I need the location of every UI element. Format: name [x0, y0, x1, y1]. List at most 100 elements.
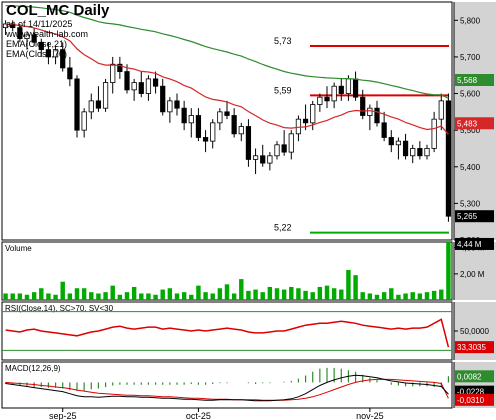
candle-body — [352, 78, 359, 98]
candle-body — [231, 115, 237, 135]
candle-body — [167, 100, 173, 113]
candle-body — [174, 100, 180, 109]
volume-bar — [96, 293, 101, 300]
rsi-line — [5, 318, 450, 348]
volume-bar — [146, 293, 151, 300]
volume-bar — [67, 293, 73, 300]
volume-tick-label: 2,00 M — [460, 270, 485, 279]
ema21-value-flag-bg — [455, 117, 494, 130]
volume-bar — [360, 292, 365, 300]
price-tick-label: 5,800 — [460, 16, 481, 25]
macd-line — [5, 374, 449, 402]
vol-axis-bg — [454, 242, 496, 300]
candle-body — [38, 41, 44, 51]
volume-bar — [253, 289, 258, 300]
macd-panel-frame — [1, 361, 453, 409]
candle-body — [102, 82, 109, 109]
volume-bar — [10, 293, 15, 300]
candle-body — [445, 100, 452, 217]
volume-bar — [224, 284, 230, 300]
candle-body — [238, 126, 244, 135]
volume-last-flag: 4,44 M — [457, 240, 482, 249]
volume-bar — [24, 294, 30, 300]
ema70-value-flag: 5,568 — [457, 76, 478, 85]
volume-bar — [46, 293, 51, 300]
volume-bar — [160, 289, 165, 300]
volume-bar — [81, 288, 87, 300]
candle-body — [60, 49, 66, 69]
candle-body — [252, 155, 259, 160]
candle-body — [217, 111, 223, 124]
volume-last-flag-bg — [455, 237, 494, 250]
source-watermark: www.wealth-lab.com — [6, 29, 89, 39]
level-label: 5,73 — [274, 36, 292, 46]
candle-body — [160, 85, 166, 113]
candle-body — [274, 144, 280, 157]
ema21-line — [5, 23, 449, 135]
candle-body — [210, 122, 216, 142]
candle-body — [431, 118, 437, 149]
volume-bar — [103, 292, 108, 300]
volume-bar — [281, 289, 287, 300]
candle-body — [117, 63, 123, 72]
macd-signal-flag-bg — [455, 393, 494, 406]
rsi-panel-frame — [1, 301, 453, 361]
ema70-label: EMA(Close,70) — [6, 49, 68, 59]
volume-bar — [167, 288, 173, 300]
candle-body — [267, 155, 273, 164]
volume-bar — [189, 294, 194, 300]
volume-bar — [246, 290, 251, 300]
candle-body — [145, 78, 152, 94]
volume-bar — [274, 288, 280, 300]
candle-body — [224, 111, 230, 116]
volume-bar — [410, 292, 415, 300]
macd-label: MACD(12,26,9) — [5, 364, 61, 373]
candle-body — [331, 85, 337, 102]
candle-body — [245, 126, 252, 160]
candle-body — [438, 100, 444, 120]
volume-bar — [31, 292, 37, 300]
volume-label: Volume — [5, 244, 32, 253]
volume-bar — [117, 294, 123, 300]
candle-body — [131, 82, 137, 91]
volume-bar — [431, 290, 437, 300]
volume-bar — [331, 288, 337, 300]
candle-body — [395, 140, 402, 146]
candle-body — [195, 115, 202, 138]
volume-bar — [181, 292, 187, 300]
x-tick-label: nov-25 — [356, 411, 384, 420]
candle-body — [317, 96, 323, 105]
candle-body — [138, 82, 144, 94]
volume-bar — [374, 294, 380, 300]
macd-value-flag: -0,0228 — [457, 388, 485, 397]
macd-signal-flag: -0,0310 — [457, 396, 485, 405]
volume-bar — [267, 286, 273, 300]
candle-body — [417, 148, 423, 157]
volume-bar — [3, 293, 8, 300]
volume-bar — [17, 293, 23, 300]
candle-body — [95, 100, 102, 109]
candle-body — [260, 155, 266, 164]
x-tick-label: sep-25 — [49, 411, 77, 420]
volume-bar — [110, 285, 115, 300]
volume-bar — [39, 288, 44, 300]
volume-bar — [174, 293, 180, 300]
rsi-label: RSI(Close,14), SC>70, SV<30 — [5, 304, 114, 313]
as-of-date: as of 14/11/2025 — [6, 19, 73, 29]
candle-body — [410, 148, 416, 157]
volume-bar — [389, 288, 394, 300]
volume-bar — [139, 293, 144, 300]
ema21-label: EMA(Close,21) — [6, 39, 68, 49]
ema70-line — [5, 5, 449, 99]
volume-bar — [196, 285, 201, 300]
candle-body — [324, 96, 330, 102]
candle-body — [424, 148, 430, 157]
candle-body — [31, 34, 37, 43]
volume-bar — [231, 293, 237, 300]
chart-title: COL_MC Daily — [6, 2, 110, 19]
volume-bar — [303, 290, 308, 300]
candle-body — [188, 115, 194, 124]
volume-bar — [353, 275, 358, 300]
volume-bar — [324, 285, 330, 300]
volume-bar — [289, 286, 294, 300]
